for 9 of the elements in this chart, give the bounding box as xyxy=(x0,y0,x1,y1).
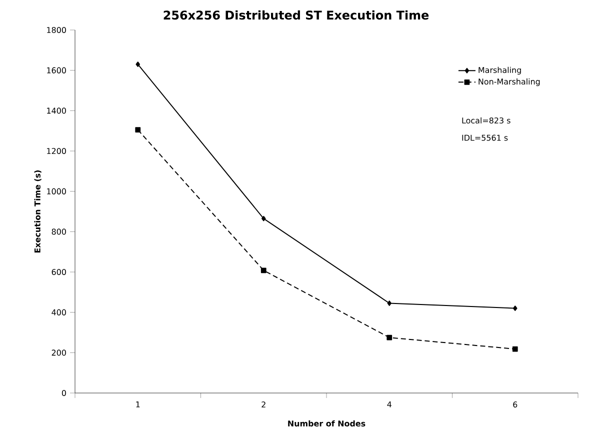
chart-title: 256x256 Distributed ST Execution Time xyxy=(164,10,429,20)
point xyxy=(512,346,518,352)
point xyxy=(387,300,392,306)
point xyxy=(136,62,140,67)
point xyxy=(512,306,518,311)
point xyxy=(260,268,266,274)
point xyxy=(135,127,141,133)
point xyxy=(261,216,266,222)
point xyxy=(386,334,392,340)
